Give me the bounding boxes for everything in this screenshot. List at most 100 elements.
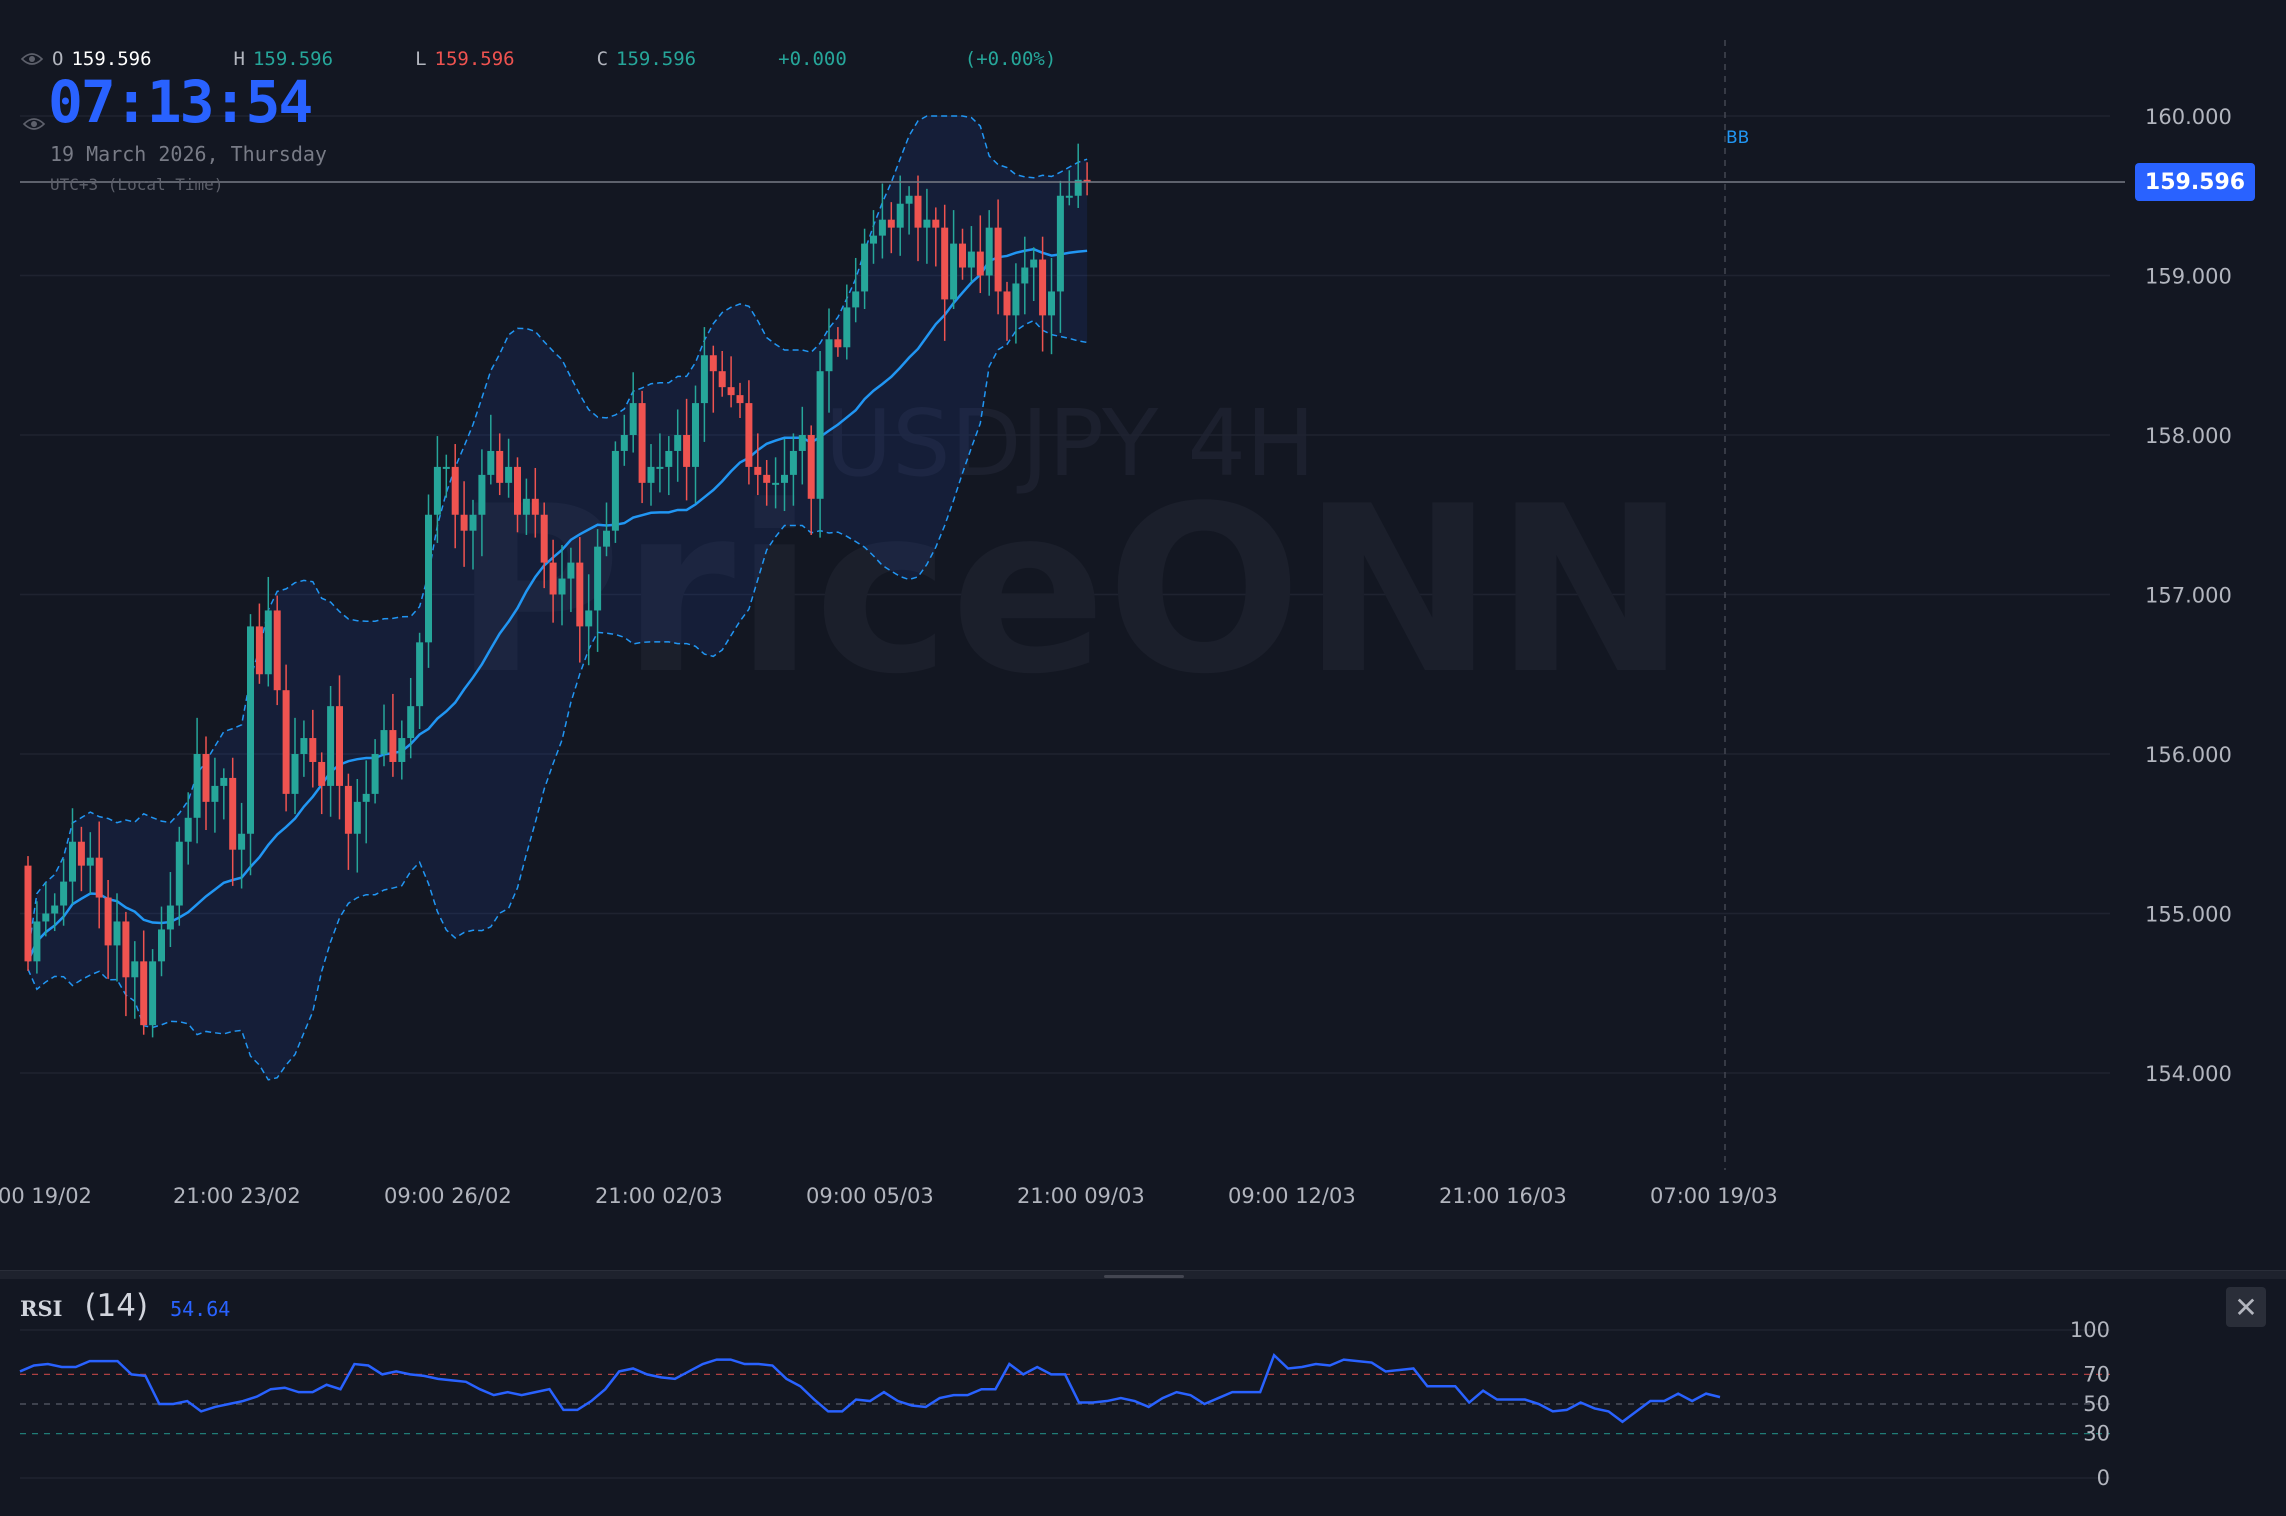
candle [549,539,557,623]
candle [620,414,628,466]
candle [202,736,210,831]
candle [709,345,717,413]
candle [967,226,975,283]
high-value: 159.596 [252,48,334,70]
candle [166,872,174,947]
candle [772,457,780,509]
candle [1074,143,1082,208]
rsi-name: RSI [20,1296,63,1321]
rsi-gridlines [20,1329,2110,1479]
time-tick-label: 21:00 16/03 [1439,1184,1567,1208]
candle [442,454,450,498]
close-icon[interactable]: ✕ [2226,1287,2266,1327]
candle [336,675,343,820]
eye-icon[interactable] [20,51,44,67]
candle [24,856,32,971]
candle [763,459,771,506]
candle [852,257,860,323]
candle [611,441,619,543]
candle [353,778,361,873]
candle [959,228,966,280]
bb-fill [28,116,1088,1080]
pane-resize-handle[interactable] [1104,1275,1184,1278]
time-tick-label: 09:00 26/02 [384,1184,512,1208]
rsi-panel: 100 70 50 30 0 [19,1318,2110,1490]
candle [923,188,931,264]
change-percent: (+0.00%) [964,48,1057,70]
candle [505,438,513,498]
candle [789,433,797,506]
candle [95,821,103,929]
candle [816,350,824,538]
candle [1083,162,1091,196]
candle [229,757,237,886]
close-value: 159.596 [616,48,697,70]
candle [460,481,468,567]
candle [950,210,958,309]
bb-lower [27,319,1088,1081]
price-tick-label: 160.000 [2145,105,2232,129]
candle [638,390,646,504]
time-tick-label: 21:00 02/03 [595,1184,723,1208]
candle [478,449,486,557]
candle [994,199,1002,315]
candle [469,499,477,570]
candle [834,327,842,357]
eye-icon[interactable] [22,116,46,132]
last-price-tag: 159.596 [2135,163,2255,201]
candle [175,826,183,926]
candle [941,204,949,341]
candle [131,941,139,1019]
candle [211,757,219,833]
price-tick-label: 155.000 [2145,903,2232,927]
candle [718,350,726,397]
timezone-label: UTC+3 (Local Time) [50,175,224,194]
candle [113,893,121,982]
time-tick-label: 00 19/02 [0,1184,92,1208]
candle [558,545,566,626]
rsi-legend: RSI (14) 54.64 [20,1288,230,1324]
price-axis: 160.000 159.000 158.000 157.000 156.000 155.0… [2145,105,2232,1086]
time-tick-label: 09:00 12/03 [1228,1184,1356,1208]
candle [629,372,637,453]
close-label: C [596,48,609,70]
candle [238,802,246,889]
candle [291,717,299,815]
price-gridlines [20,115,2110,1074]
time-tick-label: 21:00 09/03 [1017,1184,1145,1208]
open-value: 159.596 [71,48,152,70]
candle [69,808,76,905]
candle [896,175,904,256]
candle [825,308,833,413]
watermark-brand: PriceONN [453,458,1687,725]
candle [665,436,673,496]
price-tick-label: 156.000 [2145,743,2232,767]
candle [1056,180,1064,333]
candle [692,385,699,504]
candle [807,425,815,535]
candle [1021,236,1029,315]
candle [514,457,521,533]
rsi-tick-label: 30 [2083,1422,2110,1446]
candle [567,547,575,613]
candle [870,210,877,264]
price-tick-label: 154.000 [2145,1062,2232,1086]
candle [318,752,326,815]
candle [1012,263,1020,344]
candle [861,228,869,309]
candle [300,720,308,777]
candle [674,409,682,482]
candle [220,768,228,820]
candle [451,444,459,549]
candle [416,632,424,730]
candle [247,614,254,876]
candles [24,143,1091,1038]
low-value: 159.596 [434,48,515,70]
candle [51,893,59,932]
candle [104,880,112,979]
rsi-tick-label: 50 [2083,1392,2110,1416]
pane-divider[interactable] [0,1270,2286,1279]
candle [1030,247,1038,302]
low-label: L [415,48,427,70]
